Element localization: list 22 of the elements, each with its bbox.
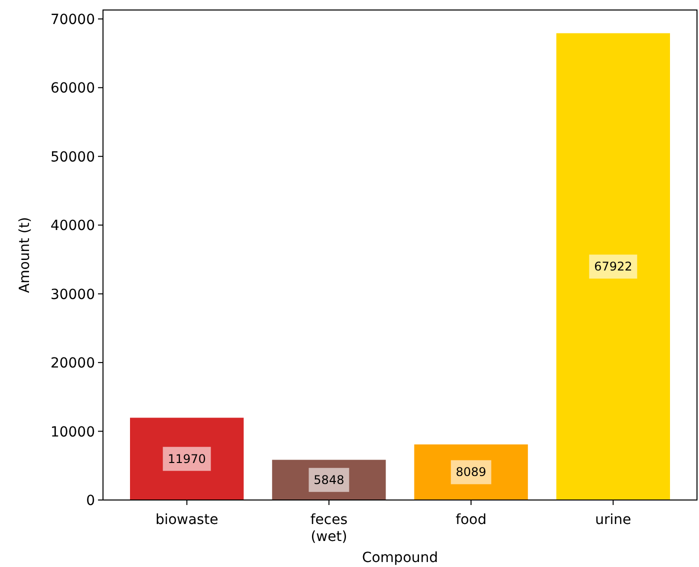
data-label: 8089 bbox=[456, 465, 486, 480]
y-tick-label: 70000 bbox=[50, 12, 95, 28]
data-label: 5848 bbox=[314, 472, 344, 487]
y-axis-title: Amount (t) bbox=[17, 217, 33, 293]
x-axis-title: Compound bbox=[362, 550, 438, 566]
y-tick-label: 40000 bbox=[50, 218, 95, 234]
x-tick-label: urine bbox=[595, 512, 632, 528]
bar bbox=[414, 444, 528, 500]
x-tick-label: food bbox=[456, 512, 487, 528]
bar bbox=[556, 33, 670, 500]
y-tick-label: 10000 bbox=[50, 424, 95, 440]
y-tick-label: 0 bbox=[86, 493, 95, 509]
data-label: 67922 bbox=[594, 260, 632, 274]
y-tick-label: 60000 bbox=[50, 80, 95, 97]
data-label: 11970 bbox=[168, 452, 206, 466]
y-tick-label: 30000 bbox=[50, 286, 95, 303]
y-tick-label: 20000 bbox=[50, 356, 95, 372]
bar bbox=[272, 460, 386, 500]
x-tick-label: biowaste bbox=[155, 512, 218, 528]
bar bbox=[130, 418, 244, 500]
y-tick-label: 50000 bbox=[50, 149, 95, 166]
x-tick-label: feces (wet) bbox=[310, 512, 348, 545]
